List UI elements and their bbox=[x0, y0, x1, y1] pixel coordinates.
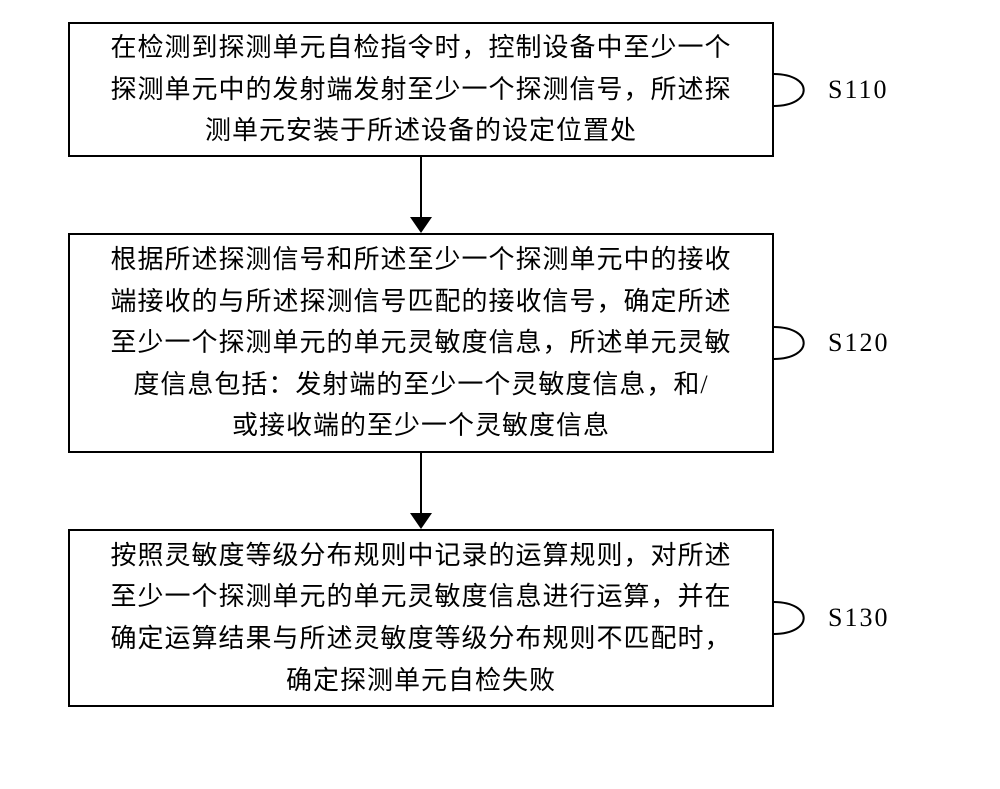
step-connector bbox=[774, 596, 818, 640]
flow-step-text-line: 至少一个探测单元的单元灵敏度信息进行运算，并在 bbox=[110, 576, 731, 618]
flow-arrow bbox=[0, 157, 1000, 233]
flow-step-box: 按照灵敏度等级分布规则中记录的运算规则，对所述至少一个探测单元的单元灵敏度信息进… bbox=[68, 529, 774, 707]
flow-step-text-line: 度信息包括：发射端的至少一个灵敏度信息，和/ bbox=[133, 364, 708, 406]
flowchart-diagram: 在检测到探测单元自检指令时，控制设备中至少一个探测单元中的发射端发射至少一个探测… bbox=[0, 0, 1000, 789]
step-label: S130 bbox=[828, 603, 889, 633]
arrow-down-icon bbox=[408, 157, 434, 233]
flow-step-text-line: 根据所述探测信号和所述至少一个探测单元中的接收 bbox=[110, 239, 731, 281]
flow-step-text-line: 确定探测单元自检失败 bbox=[286, 660, 556, 702]
flow-step-text-line: 确定运算结果与所述灵敏度等级分布规则不匹配时， bbox=[110, 618, 731, 660]
arrow-down-icon bbox=[408, 453, 434, 529]
flow-step-S120: 根据所述探测信号和所述至少一个探测单元中的接收端接收的与所述探测信号匹配的接收信… bbox=[0, 233, 1000, 453]
connector-curve-icon bbox=[774, 321, 818, 365]
flow-step-text-line: 按照灵敏度等级分布规则中记录的运算规则，对所述 bbox=[110, 535, 731, 577]
step-connector bbox=[774, 68, 818, 112]
step-label: S110 bbox=[828, 75, 889, 105]
flow-step-text-line: 探测单元中的发射端发射至少一个探测信号，所述探 bbox=[110, 69, 731, 111]
connector-curve-icon bbox=[774, 68, 818, 112]
connector-curve-icon bbox=[774, 596, 818, 640]
flow-step-text-line: 或接收端的至少一个灵敏度信息 bbox=[232, 405, 610, 447]
step-connector bbox=[774, 321, 818, 365]
flow-step-box: 在检测到探测单元自检指令时，控制设备中至少一个探测单元中的发射端发射至少一个探测… bbox=[68, 22, 774, 157]
flow-step-text-line: 测单元安装于所述设备的设定位置处 bbox=[205, 110, 637, 152]
flow-step-text-line: 端接收的与所述探测信号匹配的接收信号，确定所述 bbox=[110, 281, 731, 323]
flow-step-S130: 按照灵敏度等级分布规则中记录的运算规则，对所述至少一个探测单元的单元灵敏度信息进… bbox=[0, 529, 1000, 707]
flow-step-S110: 在检测到探测单元自检指令时，控制设备中至少一个探测单元中的发射端发射至少一个探测… bbox=[0, 22, 1000, 157]
flow-step-text-line: 在检测到探测单元自检指令时，控制设备中至少一个 bbox=[110, 27, 731, 69]
flow-step-box: 根据所述探测信号和所述至少一个探测单元中的接收端接收的与所述探测信号匹配的接收信… bbox=[68, 233, 774, 453]
flow-arrow bbox=[0, 453, 1000, 529]
flow-step-text-line: 至少一个探测单元的单元灵敏度信息，所述单元灵敏 bbox=[110, 322, 731, 364]
step-label: S120 bbox=[828, 328, 889, 358]
